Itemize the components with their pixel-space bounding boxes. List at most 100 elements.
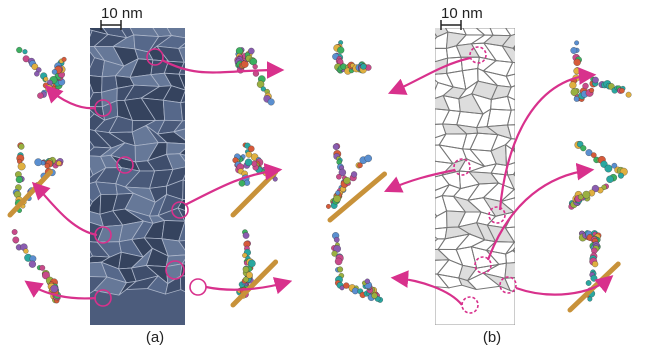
panel-label: (b): [483, 329, 501, 346]
grain: [518, 19, 537, 31]
atom: [16, 47, 22, 53]
atom: [583, 191, 590, 198]
inset: [569, 41, 631, 102]
inset: [16, 47, 66, 99]
atom: [586, 280, 591, 285]
atom: [605, 165, 612, 172]
inset: [233, 229, 276, 305]
panel-label: (a): [146, 329, 164, 346]
atom: [52, 69, 57, 74]
atom: [12, 229, 17, 234]
atom: [626, 92, 631, 97]
atom: [574, 68, 580, 74]
atom: [372, 293, 378, 299]
atom: [23, 49, 28, 54]
atom: [268, 99, 275, 106]
grain: [181, 100, 203, 121]
atom: [592, 77, 598, 83]
grain: [513, 240, 539, 252]
page: 10 nm 10 nm (a) (b) (() => { const data …: [0, 0, 645, 350]
atom: [29, 261, 36, 268]
atom: [35, 159, 42, 166]
atom: [583, 83, 589, 89]
atom: [333, 144, 339, 150]
atom: [335, 191, 340, 196]
grain: [87, 75, 103, 93]
grain: [182, 255, 207, 266]
atom: [51, 285, 59, 293]
grain: [167, 143, 191, 155]
atom: [333, 195, 340, 202]
atom: [591, 275, 598, 282]
atom: [343, 283, 349, 289]
atom: [34, 71, 39, 76]
atom: [351, 171, 357, 177]
inset: [326, 143, 384, 220]
inset: [570, 230, 618, 310]
grain: [520, 217, 543, 227]
grain: [519, 262, 539, 277]
strip-a: [76, 18, 207, 325]
inset: [235, 47, 275, 105]
atom: [334, 237, 339, 242]
atom: [337, 47, 344, 54]
grain: [163, 100, 182, 121]
atom: [337, 267, 343, 273]
atom: [574, 41, 579, 46]
grain: [513, 47, 542, 63]
atom: [589, 88, 594, 93]
atom: [571, 47, 577, 53]
grain: [86, 92, 102, 106]
inset: [12, 229, 61, 303]
atom: [239, 180, 245, 186]
atom: [243, 232, 249, 238]
atom: [574, 59, 581, 66]
grain: [520, 224, 539, 241]
atom: [45, 163, 50, 168]
atom: [248, 260, 255, 267]
atom: [361, 64, 367, 70]
grain: [520, 81, 542, 102]
atom: [18, 163, 26, 171]
atom: [336, 174, 341, 179]
atom: [588, 297, 593, 302]
grain: [513, 31, 537, 48]
atom: [580, 145, 586, 151]
atom: [250, 58, 257, 65]
atom: [619, 88, 624, 93]
atom: [326, 204, 331, 209]
atom: [344, 177, 351, 184]
atom: [248, 146, 254, 152]
inset: [10, 143, 63, 215]
atom: [253, 64, 258, 69]
grain: [520, 73, 542, 90]
grain: [87, 58, 105, 77]
grain: [516, 109, 535, 125]
atom: [40, 265, 45, 270]
atom: [251, 161, 257, 167]
inset: [331, 232, 383, 302]
atom: [56, 161, 61, 166]
figure: 10 nm 10 nm (a) (b): [0, 0, 645, 350]
grain: [183, 166, 200, 185]
grain: [183, 180, 199, 200]
atom: [335, 258, 342, 265]
inset: [569, 141, 628, 209]
grain: [505, 262, 527, 278]
atom: [592, 261, 598, 267]
atom: [365, 279, 370, 284]
atom: [569, 82, 576, 89]
atom: [245, 159, 252, 166]
atom: [246, 272, 252, 278]
atom: [618, 173, 624, 179]
grain: [513, 145, 542, 161]
atom: [18, 144, 24, 150]
atom: [44, 77, 48, 81]
scale-label: 10 nm: [441, 5, 483, 22]
atom: [37, 93, 43, 99]
scale-label: 10 nm: [101, 5, 143, 22]
atom: [16, 176, 23, 183]
atom: [248, 48, 254, 54]
atom: [23, 249, 28, 254]
inset: [332, 40, 371, 74]
